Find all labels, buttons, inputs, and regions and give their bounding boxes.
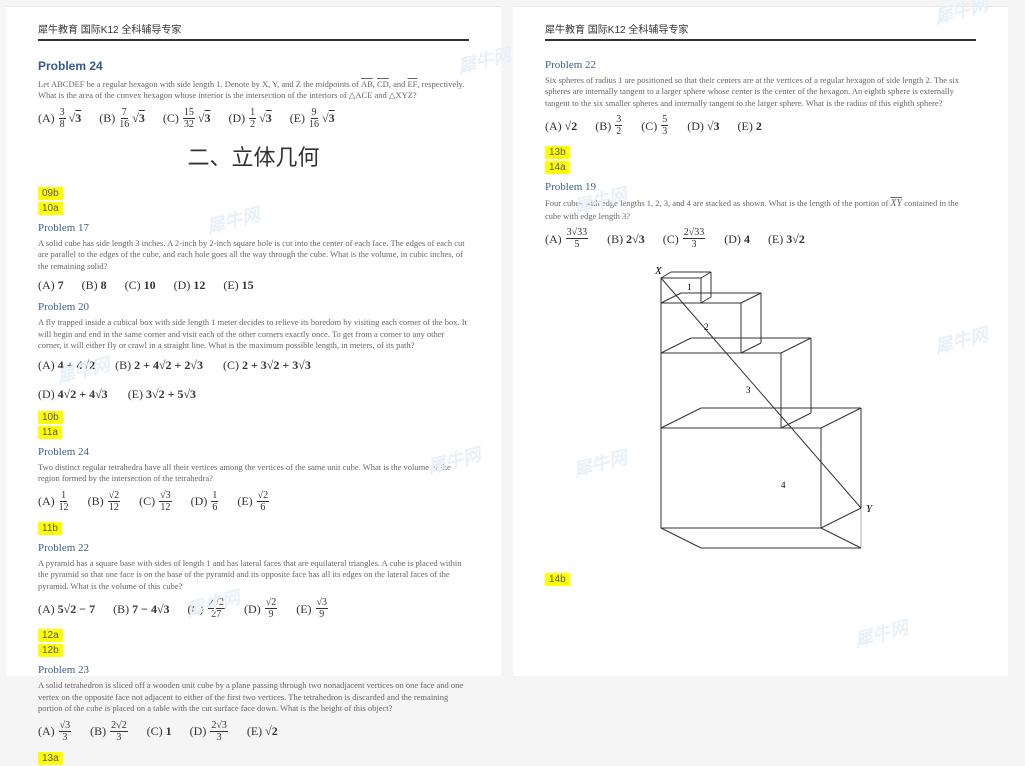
year-tag: 14b — [545, 573, 570, 586]
options: (A) √2 (B)32 (C)53 (D) √3 (E) 2 — [545, 115, 976, 137]
options: (A) 4 + 4√2 (B) 2 + 4√2 + 2√3 (C) 2 + 3√… — [38, 358, 469, 402]
problem-title: Problem 24 — [38, 59, 469, 73]
options: (A) 5√2 − 7 (B) 7 − 4√3 (C)2√227 (D)√29 … — [38, 598, 469, 620]
watermark: 犀牛网 — [932, 320, 991, 359]
watermark: 犀牛网 — [852, 613, 911, 652]
section-title: 二、立体几何 — [38, 140, 469, 172]
problem-title: Problem 20 — [38, 301, 469, 313]
cubes-diagram: X Y 1 2 3 4 — [631, 258, 891, 568]
problem-text: A solid tetrahedron is sliced off a wood… — [38, 680, 469, 714]
tag-group: 14b — [545, 572, 976, 587]
options: (A)383(B)7163(C)15323(D)123(E)9163 — [38, 108, 469, 130]
page-header: 犀牛教育 国际K12 全科辅导专家 — [38, 21, 469, 41]
year-tag: 11a — [38, 426, 62, 439]
problem-text: A pyramid has a square base with sides o… — [38, 558, 469, 592]
options: (A)√33 (B)2√23 (C) 1 (D)2√33 (E) √2 — [38, 721, 469, 743]
problem-title: Problem 22 — [38, 542, 469, 554]
problem-text: Four cubes with edge lengths 1, 2, 3, an… — [545, 197, 976, 222]
year-tag: 12a — [38, 629, 63, 642]
tag-group: 11b — [38, 521, 469, 536]
problem-title: Problem 22 — [545, 59, 976, 71]
right-page: 犀牛网 犀牛网 犀牛网 犀牛网 犀牛网 犀牛教育 国际K12 全科辅导专家 Pr… — [513, 6, 1008, 676]
problem-text: Let ABCDEF be a regular hexagon with sid… — [38, 79, 469, 102]
tag-group: 13a — [38, 751, 469, 766]
svg-text:1: 1 — [687, 282, 692, 292]
options: (A)3√335 (B) 2√3 (C)2√333 (D) 4 (E) 3√2 — [545, 228, 976, 250]
tag-group: 13b14a — [545, 145, 976, 175]
year-tag: 09b — [38, 187, 63, 200]
tag-group: 10b11a — [38, 410, 469, 440]
svg-text:Y: Y — [866, 503, 874, 515]
svg-text:3: 3 — [746, 385, 751, 395]
tag-group: 12a12b — [38, 628, 469, 658]
year-tag: 13a — [38, 752, 63, 765]
watermark: 犀牛网 — [571, 443, 630, 482]
left-page: 犀牛网 犀牛网 犀牛网 犀牛网 犀牛网 犀牛教育 国际K12 全科辅导专家 Pr… — [6, 6, 501, 676]
year-tag: 11b — [38, 522, 62, 535]
svg-text:2: 2 — [704, 322, 709, 332]
year-tag: 13b — [545, 146, 570, 159]
problem-text: A solid cube has side length 3 inches. A… — [38, 238, 469, 272]
options: (A) 7(B) 8(C) 10(D) 12(E) 15 — [38, 278, 469, 293]
problem-title: Problem 17 — [38, 222, 469, 234]
year-tag: 10b — [38, 411, 63, 424]
problem-text: Two distinct regular tetrahedra have all… — [38, 462, 469, 485]
problem-title: Problem 19 — [545, 181, 976, 193]
options: (A)112(B)√212(C)√312(D)16(E)√26 — [38, 491, 469, 513]
problem-title: Problem 24 — [38, 446, 469, 458]
problem-text: Six spheres of radius 1 are positioned s… — [545, 75, 976, 109]
svg-text:X: X — [654, 265, 663, 277]
page-header: 犀牛教育 国际K12 全科辅导专家 — [545, 21, 976, 41]
problem-text: A fly trapped inside a cubical box with … — [38, 317, 469, 351]
year-tag: 10a — [38, 202, 63, 215]
tag-group: 09b10a — [38, 186, 469, 216]
problem-title: Problem 23 — [38, 664, 469, 676]
year-tag: 12b — [38, 644, 63, 657]
year-tag: 14a — [545, 161, 570, 174]
svg-text:4: 4 — [781, 480, 786, 490]
